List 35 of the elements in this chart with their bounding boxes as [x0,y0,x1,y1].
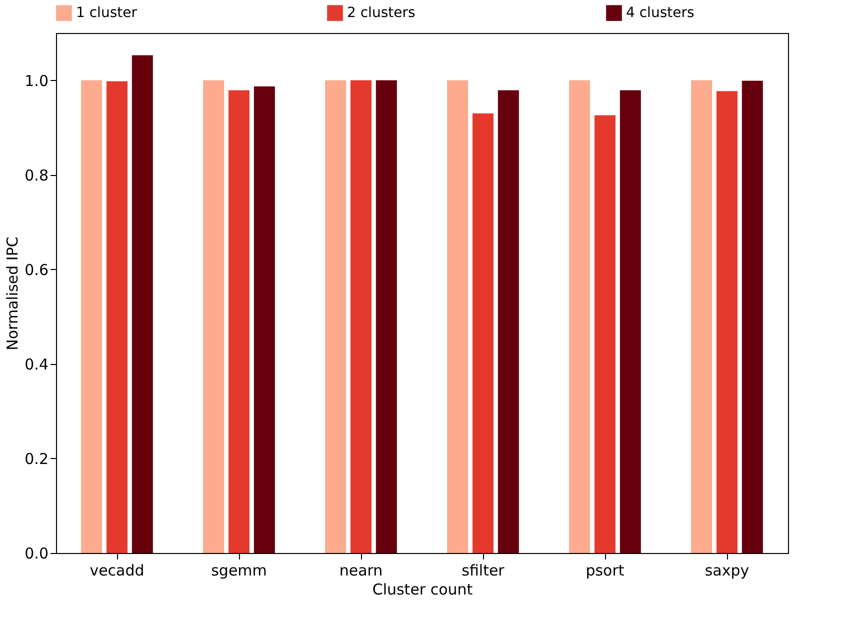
y-tick-label: 0.0 [24,544,48,562]
y-tick-label: 0.2 [24,450,48,468]
bar [132,55,153,553]
bar [106,81,128,553]
bar [716,91,738,553]
bar [203,80,224,553]
y-tick-label: 0.6 [24,260,48,279]
bar [376,80,397,553]
bar [742,80,763,553]
bar [325,80,346,553]
x-tick-label: psort [586,562,624,580]
x-tick-label: saxpy [704,562,750,580]
y-tick-label: 0.4 [24,355,48,374]
bar [472,113,494,553]
legend-label: 4 clusters [626,5,694,22]
bar [569,80,590,553]
bar [447,80,468,553]
y-axis-title: Normalised IPC [4,236,22,350]
bar [691,80,712,553]
y-tick-label: 1.0 [24,72,48,90]
legend-label: 2 clusters [347,5,416,22]
legend-label: 1 cluster [76,5,138,22]
bar [228,90,250,553]
x-tick-label: vecadd [90,562,144,580]
bar [350,80,372,553]
x-tick-label: sgemm [211,562,267,580]
bar [594,115,616,553]
bar [498,90,519,553]
bar [81,80,102,553]
x-tick-label: sfilter [462,562,506,580]
bar [254,86,275,553]
x-tick-label: nearn [339,562,383,580]
x-axis-title: Cluster count [372,580,473,598]
y-tick-label: 0.8 [24,166,48,184]
bar [620,90,641,553]
